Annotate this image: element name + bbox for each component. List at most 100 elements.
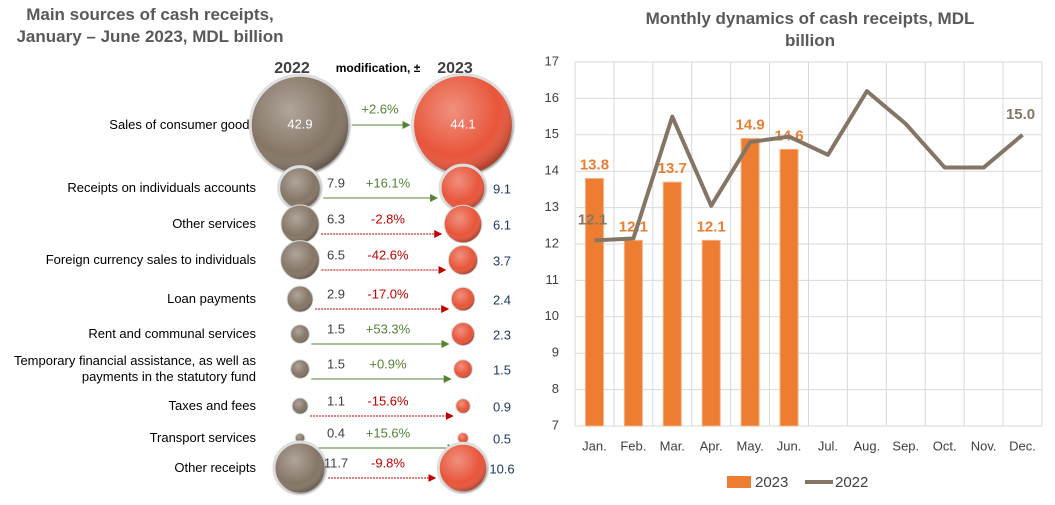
legend-label: 2023 <box>755 474 788 491</box>
category-box: Transport services <box>150 430 256 445</box>
x-tick-label: Mar. <box>660 438 685 453</box>
category-label: Receipts on individuals accounts <box>67 180 256 195</box>
bubble-value: 9.1 <box>493 181 511 196</box>
y-tick-label: 12 <box>545 235 559 250</box>
y-tick-label: 10 <box>545 308 559 323</box>
x-tick-label: Oct. <box>933 438 957 453</box>
y-tick-label: 11 <box>546 272 560 287</box>
y-tick-label: 8 <box>552 381 559 396</box>
bubble-value: 6.3 <box>327 211 345 226</box>
bubble-shine <box>457 432 469 444</box>
bar <box>662 181 682 427</box>
x-tick-label: Jun. <box>777 438 802 453</box>
series-header: 2023 <box>437 60 473 77</box>
change-label: -9.8% <box>371 455 405 470</box>
change-label: +16.1% <box>366 175 411 190</box>
bubble-value: 44.1 <box>450 116 475 131</box>
bubble-value: 0.9 <box>493 399 511 414</box>
x-tick-label: Sep. <box>892 438 919 453</box>
bubble-shine <box>287 286 313 312</box>
y-tick-label: 7 <box>552 417 559 432</box>
change-label: +2.6% <box>361 101 399 116</box>
bubble-shine <box>290 359 310 379</box>
bubble-value: 1.5 <box>493 362 511 377</box>
change-label: -42.6% <box>367 247 409 262</box>
bubble-shine <box>274 442 326 494</box>
legend-label: 2022 <box>835 474 868 491</box>
bubble-value: 42.9 <box>287 116 312 131</box>
category-box: Other services <box>172 216 256 231</box>
bubble-shine <box>412 74 514 176</box>
category-box: Taxes and fees <box>168 398 256 413</box>
y-tick-label: 13 <box>545 199 559 214</box>
bubble-value: 10.6 <box>489 461 514 476</box>
bubble-value: 1.5 <box>327 356 345 371</box>
bar <box>740 137 760 427</box>
change-label: -17.0% <box>367 286 409 301</box>
line <box>594 89 1024 243</box>
bubble-shine <box>280 240 320 280</box>
bubble-shine <box>438 443 488 493</box>
category-label: Other services <box>172 216 256 231</box>
category-box: Rent and communal services <box>88 326 256 341</box>
x-tick-label: Nov. <box>971 438 997 453</box>
bar <box>779 148 799 427</box>
legend-swatch <box>727 476 751 488</box>
category-box: Other receipts <box>174 460 256 475</box>
bubble-shine <box>448 245 478 275</box>
modification-header: modification, ± <box>336 61 421 75</box>
bubble-value: 1.5 <box>327 321 345 336</box>
bubble-value: 2.9 <box>327 286 345 301</box>
x-tick-label: Jul. <box>818 438 838 453</box>
right-title: Monthly dynamics of cash receipts, MDL b… <box>645 9 975 50</box>
line-label: 15.0 <box>1006 106 1035 123</box>
bubble-shine <box>290 324 310 344</box>
bar <box>623 239 643 427</box>
category-label: Rent and communal services <box>88 326 256 341</box>
change-label: +15.6% <box>366 425 411 440</box>
bubble-value: 0.5 <box>493 431 511 446</box>
category-label: Taxes and fees <box>168 398 256 413</box>
y-tick-label: 9 <box>552 345 559 360</box>
x-tick-label: Jan. <box>582 438 607 453</box>
category-box: Foreign currency sales to individuals <box>46 252 256 267</box>
bar-label: 13.8 <box>580 156 609 173</box>
left-title-box: Main sources of cash receipts, January –… <box>16 5 284 46</box>
bubble-shine <box>451 322 475 346</box>
bubble-shine <box>250 75 350 175</box>
bar-label: 13.7 <box>658 160 687 177</box>
y-tick-label: 14 <box>545 163 559 178</box>
change-label: -15.6% <box>367 393 409 408</box>
left-title: Main sources of cash receipts, January –… <box>16 5 284 46</box>
x-tick-label: Feb. <box>620 438 646 453</box>
y-tick-label: 16 <box>545 90 559 105</box>
category-box: Receipts on individuals accounts <box>67 180 256 195</box>
bubble-value: 3.7 <box>493 253 511 268</box>
category-label: Temporary financial assistance, as well … <box>13 353 256 384</box>
bubble-shine <box>455 398 471 414</box>
bubble-shine <box>280 204 320 244</box>
bar-label: 12.1 <box>697 218 726 235</box>
bar-label: 12.1 <box>619 218 648 235</box>
x-tick-label: May. <box>737 438 764 453</box>
change-label: +53.3% <box>366 321 411 336</box>
category-box: Loan payments <box>167 291 256 306</box>
bubble-shine <box>451 287 475 311</box>
series-header: 2022 <box>274 60 310 77</box>
bubble-value: 6.5 <box>327 247 345 262</box>
right-title-box: Monthly dynamics of cash receipts, MDL b… <box>645 9 975 50</box>
category-box: Temporary financial assistance, as well … <box>13 353 256 384</box>
bar-label: 14.9 <box>736 116 765 133</box>
category-label: Loan payments <box>167 291 256 306</box>
y-tick-label: 17 <box>545 53 559 68</box>
bar <box>701 239 721 427</box>
bubble-shine <box>292 398 308 414</box>
y-tick-label: 15 <box>545 126 559 141</box>
category-label: Other receipts <box>174 460 256 475</box>
change-label: +0.9% <box>369 356 407 371</box>
bubble-shine <box>444 205 482 243</box>
bubble-value: 1.1 <box>327 393 345 408</box>
bubble-shine <box>453 359 473 379</box>
bubble-value: 11.7 <box>324 455 348 470</box>
